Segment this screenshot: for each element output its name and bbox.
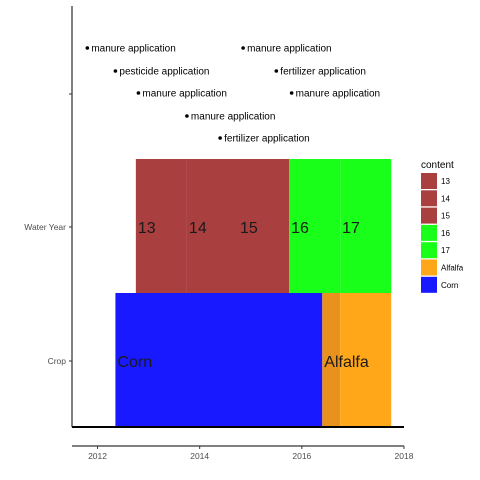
legend-key (421, 242, 437, 259)
axes-layer (69, 6, 404, 447)
legend-key (421, 276, 437, 293)
bar-label-13: 13 (138, 220, 156, 237)
event-point (289, 91, 294, 95)
legend: content 13 14 15 16 17 Alfalfa Corn (421, 160, 464, 293)
bar-label-corn: Corn (117, 354, 152, 371)
bar-label-16: 16 (291, 220, 309, 237)
bar-labels-layer: Corn Alfalfa 13 14 15 16 17 (117, 220, 368, 371)
event-point (274, 69, 279, 73)
events-layer: manure application manure application pest… (85, 44, 381, 145)
event-label: manure application (191, 112, 276, 123)
y-ticks-layer: Crop Water Year (24, 222, 72, 366)
event-point (136, 91, 141, 95)
x-tick-label: 2016 (292, 451, 311, 461)
bar-label-14: 14 (189, 220, 207, 237)
bar-16 (289, 159, 341, 293)
event-label: fertilizer application (280, 67, 366, 78)
event-label: pesticide application (119, 67, 209, 78)
legend-label: 14 (441, 194, 450, 203)
bar-alfalfa (340, 293, 392, 427)
legend-key (421, 190, 437, 207)
bar-15 (238, 159, 290, 293)
legend-label: 17 (441, 246, 450, 255)
event-point (85, 46, 90, 50)
event-point (113, 69, 118, 73)
event-point (241, 46, 245, 50)
bars-layer (115, 159, 392, 427)
bar-corn (115, 293, 323, 427)
bar-label-alfalfa: Alfalfa (324, 354, 369, 371)
legend-title: content (421, 160, 454, 171)
legend-label: Corn (441, 281, 458, 290)
x-tick-label: 2014 (190, 451, 209, 461)
event-label: manure application (296, 89, 381, 100)
bar-label-17: 17 (342, 220, 360, 237)
legend-label: 16 (441, 229, 450, 238)
legend-key (421, 259, 437, 276)
event-label: fertilizer application (224, 134, 310, 145)
legend-key (421, 173, 437, 189)
event-point (218, 136, 222, 140)
bar-label-15: 15 (240, 220, 258, 237)
bar-14 (186, 159, 238, 293)
event-label: manure application (142, 89, 227, 100)
x-tick-label: 2018 (395, 451, 414, 461)
legend-key (421, 207, 437, 224)
legend-label: Alfalfa (441, 264, 464, 273)
event-point (185, 114, 189, 118)
bar-13 (135, 159, 187, 293)
x-ticks-layer: 2012 2014 2016 2018 (88, 446, 414, 461)
bar-17 (340, 159, 392, 293)
legend-label: 15 (441, 212, 450, 221)
y-tick-label: Water Year (24, 222, 66, 232)
legend-key (421, 224, 437, 241)
x-tick-label: 2012 (88, 451, 107, 461)
event-label: manure application (91, 44, 176, 55)
legend-label: 13 (441, 177, 450, 186)
y-tick-label: Crop (48, 356, 67, 366)
bar-alfalfa (322, 293, 341, 427)
event-label: manure application (247, 44, 332, 55)
